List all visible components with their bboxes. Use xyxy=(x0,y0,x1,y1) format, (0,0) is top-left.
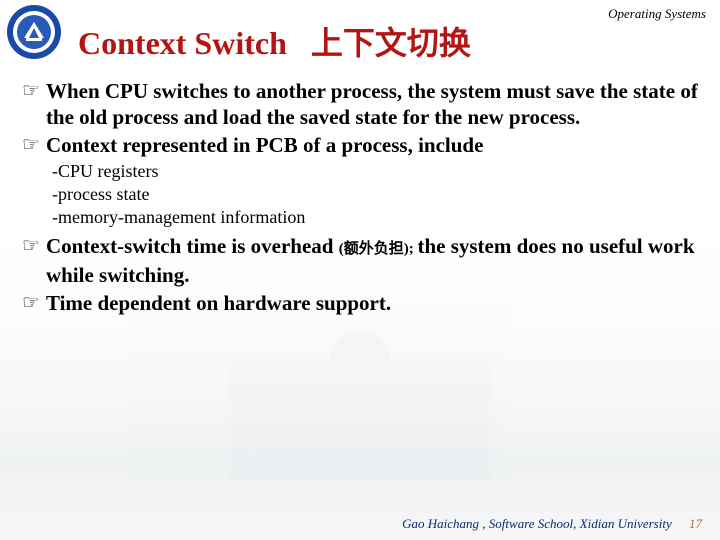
bullet-text: When CPU switches to another process, th… xyxy=(46,78,700,130)
header-label: Operating Systems xyxy=(608,6,706,22)
background-building xyxy=(230,360,490,480)
title-english: Context Switch xyxy=(78,25,287,61)
bullet-item: ☞ Time dependent on hardware support. xyxy=(22,290,700,316)
footer-text: Gao Haichang , Software School, Xidian U… xyxy=(402,516,672,531)
bullet-text: Time dependent on hardware support. xyxy=(46,290,391,316)
bullet-item: ☞ When CPU switches to another process, … xyxy=(22,78,700,130)
slide-footer: Gao Haichang , Software School, Xidian U… xyxy=(402,516,702,532)
pointing-hand-icon: ☞ xyxy=(22,290,40,316)
pointing-hand-icon: ☞ xyxy=(22,78,40,104)
paren-note: (额外负担); xyxy=(339,241,418,257)
bullet-item: ☞ Context-switch time is overhead (额外负担)… xyxy=(22,233,700,288)
bullet-text: Context-switch time is overhead (额外负担); … xyxy=(46,233,700,288)
sub-item: -process state xyxy=(52,183,700,206)
slide-title: Context Switch 上下文切换 xyxy=(78,18,471,64)
university-logo xyxy=(6,4,62,60)
pointing-hand-icon: ☞ xyxy=(22,132,40,158)
bullet-item: ☞ Context represented in PCB of a proces… xyxy=(22,132,700,158)
bullet-text: Context represented in PCB of a process,… xyxy=(46,132,483,158)
pointing-hand-icon: ☞ xyxy=(22,233,40,259)
sub-item: -memory-management information xyxy=(52,206,700,229)
page-number: 17 xyxy=(689,516,702,531)
sub-item: -CPU registers xyxy=(52,160,700,183)
sub-list: -CPU registers -process state -memory-ma… xyxy=(52,160,700,229)
slide-content: ☞ When CPU switches to another process, … xyxy=(22,78,700,318)
title-chinese: 上下文切换 xyxy=(311,25,471,61)
